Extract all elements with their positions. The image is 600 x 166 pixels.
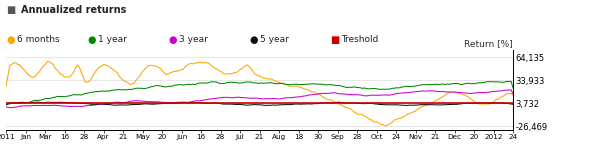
Text: ■: ■ <box>6 5 15 15</box>
Text: ■: ■ <box>330 35 339 45</box>
Text: 5 year: 5 year <box>260 35 289 44</box>
Text: 3 year: 3 year <box>179 35 208 44</box>
Text: ●: ● <box>249 35 257 45</box>
Text: Annualized returns: Annualized returns <box>21 5 127 15</box>
Text: Return [%]: Return [%] <box>464 39 513 48</box>
Text: ●: ● <box>168 35 176 45</box>
Text: 6 months: 6 months <box>17 35 59 44</box>
Text: ●: ● <box>87 35 95 45</box>
Text: ●: ● <box>6 35 14 45</box>
Text: 1 year: 1 year <box>98 35 127 44</box>
Text: Treshold: Treshold <box>341 35 378 44</box>
